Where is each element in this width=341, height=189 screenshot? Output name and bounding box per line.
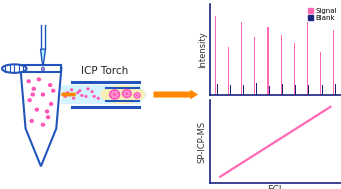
Circle shape: [41, 123, 45, 127]
Circle shape: [27, 98, 32, 102]
Circle shape: [72, 97, 75, 100]
Circle shape: [76, 91, 79, 94]
Circle shape: [36, 77, 41, 81]
Circle shape: [48, 83, 53, 87]
FancyArrow shape: [153, 90, 198, 99]
Circle shape: [26, 79, 31, 83]
Circle shape: [115, 91, 117, 94]
Circle shape: [133, 92, 141, 99]
Circle shape: [86, 87, 90, 90]
Circle shape: [110, 93, 113, 96]
Circle shape: [90, 90, 94, 93]
Bar: [254, 37, 255, 94]
Text: ICP Torch: ICP Torch: [81, 66, 128, 76]
Circle shape: [97, 97, 100, 100]
Circle shape: [30, 92, 35, 97]
Bar: [309, 85, 310, 94]
Bar: [333, 30, 334, 94]
Bar: [267, 27, 268, 94]
Y-axis label: SP-ICP-MS: SP-ICP-MS: [198, 121, 207, 163]
Circle shape: [124, 90, 127, 93]
Circle shape: [124, 94, 127, 97]
Y-axis label: Intensity: Intensity: [198, 31, 207, 67]
Circle shape: [128, 92, 131, 95]
Circle shape: [137, 96, 139, 98]
Circle shape: [122, 89, 132, 98]
Circle shape: [51, 89, 56, 93]
Circle shape: [70, 88, 73, 91]
Ellipse shape: [2, 64, 27, 73]
Bar: [294, 43, 295, 94]
Bar: [322, 85, 323, 94]
Circle shape: [134, 94, 136, 96]
Circle shape: [92, 95, 96, 98]
Circle shape: [34, 108, 39, 112]
Circle shape: [84, 95, 88, 98]
Bar: [228, 47, 229, 94]
Circle shape: [41, 92, 45, 97]
Ellipse shape: [42, 67, 44, 71]
Polygon shape: [61, 85, 147, 104]
Circle shape: [123, 92, 125, 95]
Circle shape: [137, 93, 139, 95]
Circle shape: [42, 68, 44, 70]
Circle shape: [80, 94, 84, 97]
Circle shape: [135, 96, 137, 98]
Bar: [320, 52, 321, 94]
Bar: [256, 83, 257, 94]
Circle shape: [45, 109, 49, 114]
Bar: [215, 16, 216, 94]
Circle shape: [66, 91, 69, 94]
Polygon shape: [41, 49, 45, 66]
Bar: [241, 22, 242, 94]
Circle shape: [29, 119, 34, 123]
Circle shape: [49, 102, 54, 106]
Polygon shape: [20, 68, 61, 166]
Circle shape: [78, 89, 81, 92]
Circle shape: [64, 95, 67, 98]
X-axis label: ECL: ECL: [267, 185, 284, 189]
FancyArrow shape: [60, 91, 76, 98]
Bar: [307, 22, 308, 94]
Circle shape: [46, 115, 50, 119]
Bar: [217, 84, 218, 94]
Ellipse shape: [100, 85, 145, 104]
Circle shape: [31, 87, 36, 91]
Bar: [281, 35, 282, 94]
Circle shape: [115, 95, 117, 98]
Bar: [20, 65, 61, 72]
Bar: [295, 85, 296, 94]
Circle shape: [112, 95, 115, 98]
Bar: [230, 85, 231, 94]
Circle shape: [127, 94, 130, 97]
Bar: [269, 86, 270, 94]
Circle shape: [112, 91, 115, 94]
Circle shape: [138, 94, 140, 96]
Circle shape: [135, 93, 137, 95]
Bar: [282, 84, 283, 94]
Bar: [243, 85, 244, 94]
Circle shape: [109, 89, 120, 100]
Circle shape: [116, 93, 119, 96]
Circle shape: [127, 90, 130, 93]
Legend: Signal, Blank: Signal, Blank: [307, 7, 338, 22]
Polygon shape: [22, 72, 60, 163]
Bar: [335, 84, 336, 94]
